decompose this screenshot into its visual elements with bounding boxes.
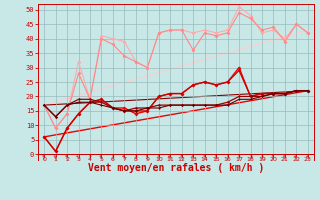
Text: ↗: ↗ xyxy=(167,154,174,161)
Text: ↗: ↗ xyxy=(41,154,47,161)
Text: ↗: ↗ xyxy=(133,154,139,161)
Text: ↗: ↗ xyxy=(121,154,128,161)
Text: ↗: ↗ xyxy=(270,154,277,161)
Text: ↗: ↗ xyxy=(98,154,105,161)
Text: ↗: ↗ xyxy=(87,154,93,161)
Text: ↗: ↗ xyxy=(293,154,300,161)
Text: ↗: ↗ xyxy=(76,155,82,161)
Text: ↗: ↗ xyxy=(190,154,196,161)
Text: ↗: ↗ xyxy=(52,154,59,161)
Text: ↗: ↗ xyxy=(144,154,151,161)
Text: ↗: ↗ xyxy=(282,154,288,161)
Text: ↗: ↗ xyxy=(110,154,116,161)
Text: ↗: ↗ xyxy=(156,154,162,161)
Text: ↗: ↗ xyxy=(259,154,265,161)
Text: ↗: ↗ xyxy=(213,154,220,161)
Text: ↗: ↗ xyxy=(179,155,185,161)
Text: ↗: ↗ xyxy=(64,154,70,161)
X-axis label: Vent moyen/en rafales ( km/h ): Vent moyen/en rafales ( km/h ) xyxy=(88,163,264,173)
Text: ↗: ↗ xyxy=(236,154,243,161)
Text: ↗: ↗ xyxy=(201,154,208,161)
Text: ↗: ↗ xyxy=(224,154,231,161)
Text: ↗: ↗ xyxy=(247,154,254,161)
Text: ↗: ↗ xyxy=(304,154,311,161)
